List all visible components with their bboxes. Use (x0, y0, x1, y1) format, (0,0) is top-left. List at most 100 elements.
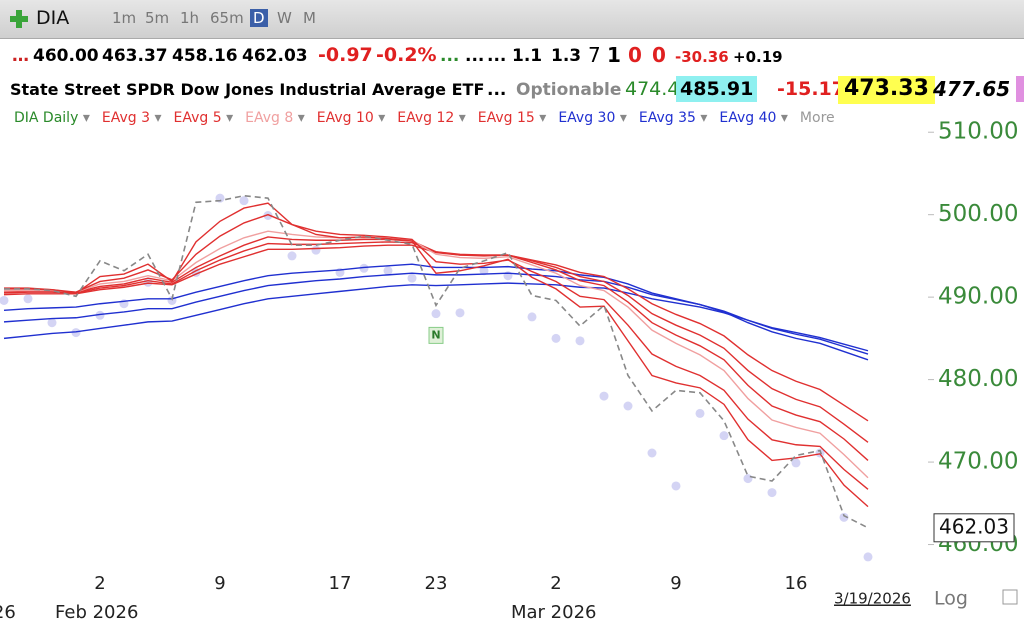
dot (551, 333, 561, 343)
y-tick-label: 500.00 (938, 201, 1018, 227)
value: 0 (652, 43, 666, 67)
legend-entry[interactable]: EAvg 8 (245, 110, 305, 126)
change: -0.97 (318, 44, 373, 66)
optionable: Optionable (516, 80, 622, 100)
x-tick-label: 9 (214, 573, 225, 594)
y-tick-label: 480.00 (938, 366, 1018, 392)
series-line (3, 241, 869, 443)
log-checkbox (1002, 589, 1018, 605)
dot (695, 408, 705, 418)
y-tick-label: 460.00 (938, 531, 1018, 557)
dot (311, 245, 321, 255)
month-label: Feb 2026 (55, 602, 138, 623)
dot (407, 273, 417, 283)
quote-dot: … (12, 46, 29, 66)
interval[interactable]: 65m (210, 9, 244, 27)
dot (335, 267, 345, 277)
legend-entry[interactable]: EAvg 35 (639, 110, 708, 126)
price: 473.33 (838, 76, 935, 104)
dot (263, 211, 273, 221)
legend-entry[interactable]: EAvg 30 (558, 110, 627, 126)
dot (623, 401, 633, 411)
change-pct: -0.2% (376, 44, 437, 66)
x-tick-label: 9 (670, 573, 681, 594)
series-line (3, 263, 869, 361)
dot (431, 309, 441, 319)
dot (71, 328, 81, 338)
value: +0.19 (733, 48, 783, 66)
legend-entry[interactable]: EAvg 10 (317, 110, 386, 126)
month-label: 2026 (0, 602, 16, 623)
interval[interactable]: D (250, 9, 268, 27)
dot (167, 295, 177, 305)
dot (863, 552, 873, 562)
x-tick-label: 2 (94, 573, 105, 594)
scale-label: Log (934, 588, 968, 610)
x-tick-label: 17 (329, 573, 352, 594)
dots: ... (440, 46, 460, 66)
dot (191, 267, 201, 277)
badge (1016, 76, 1024, 102)
legend-entry[interactable]: EAvg 40 (719, 110, 788, 126)
dots: ... (487, 80, 507, 100)
value: 0 (628, 43, 642, 67)
symbol[interactable]: DIA (36, 7, 70, 29)
dot (23, 294, 33, 304)
dot (479, 266, 489, 276)
marker-box (428, 326, 444, 344)
price: 474.42 (625, 78, 692, 100)
close: 462.03 (242, 46, 308, 66)
value: 1 (607, 43, 621, 67)
dot (383, 266, 393, 276)
add-button[interactable] (10, 10, 28, 28)
interval[interactable]: 1h (180, 9, 200, 27)
dot (719, 431, 729, 441)
dot (0, 295, 9, 305)
series-line (3, 236, 869, 461)
last-box (933, 513, 1015, 543)
dot (767, 488, 777, 498)
dot (215, 193, 225, 203)
toolbar: DIA 1m 5m 1h 65m D W M (0, 0, 1024, 39)
dot (455, 308, 465, 318)
dots: ... (487, 46, 507, 66)
legend-more[interactable]: More (799, 110, 835, 126)
interval[interactable]: 1m (112, 9, 137, 27)
dot (503, 271, 513, 281)
y-tick-label: 470.00 (938, 449, 1018, 475)
interval[interactable]: 5m (145, 9, 170, 27)
dot (791, 458, 801, 468)
dot (359, 263, 369, 273)
legend: DIA Daily EAvg 3 EAvg 5 EAvg 8 EAvg 10 EAvg 1… (14, 110, 1024, 130)
legend-entry[interactable]: EAvg 12 (397, 110, 466, 126)
series-line (4, 213, 869, 490)
name-row: State Street SPDR Dow Jones Industrial A… (0, 76, 1024, 106)
dots: ... (465, 46, 485, 66)
marker: N (431, 328, 440, 341)
dot (815, 448, 825, 458)
interval[interactable]: M (303, 9, 316, 27)
legend-entry[interactable]: EAvg 3 (102, 110, 162, 126)
dot (647, 448, 657, 458)
dot (143, 277, 153, 287)
price: -15.17 (777, 78, 845, 100)
low: 458.16 (172, 46, 238, 66)
x-tick-label: 16 (785, 573, 808, 594)
dot (239, 196, 249, 206)
dot (839, 512, 849, 522)
series-line (3, 282, 869, 352)
series-line (4, 202, 869, 508)
series-line (4, 194, 869, 529)
high: 463.37 (102, 46, 168, 66)
series-line (3, 272, 869, 355)
dot (119, 299, 129, 309)
dot (47, 318, 57, 328)
value: 1.1 (512, 46, 543, 66)
y-tick-label: 490.00 (938, 284, 1018, 310)
legend-entry[interactable]: EAvg 15 (478, 110, 547, 126)
series-line (3, 244, 869, 422)
interval[interactable]: W (277, 9, 292, 27)
legend-entry[interactable]: DIA Daily (14, 110, 90, 126)
legend-entry[interactable]: EAvg 5 (173, 110, 233, 126)
